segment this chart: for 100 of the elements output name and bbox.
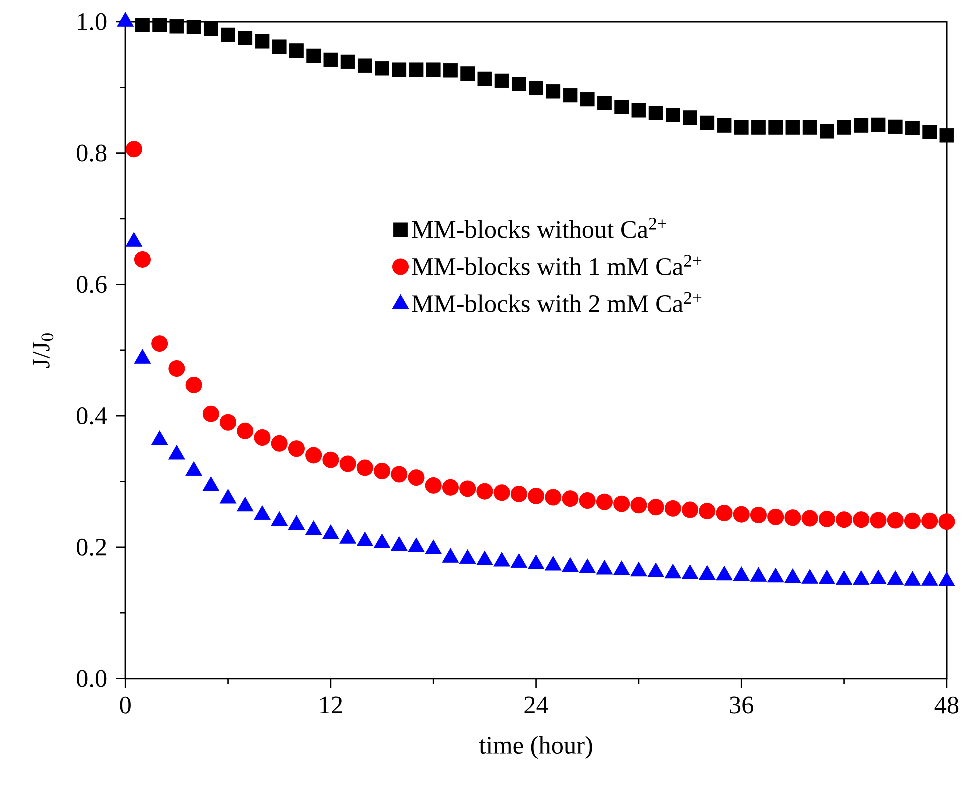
point — [221, 28, 236, 42]
legend-label: MM-blocks with 2 mM Ca$^{2+}$ — [412, 292, 702, 312]
point — [940, 128, 954, 143]
point — [288, 515, 306, 530]
point — [271, 511, 288, 526]
point — [734, 120, 749, 135]
point — [733, 566, 750, 582]
point — [854, 118, 869, 133]
point — [340, 54, 356, 69]
point — [392, 62, 407, 77]
point — [904, 571, 922, 586]
point — [699, 565, 716, 580]
point — [664, 564, 682, 578]
point — [888, 120, 903, 134]
point — [922, 571, 938, 586]
x-tick-label: 12 — [320, 696, 342, 714]
point — [922, 124, 938, 140]
point — [306, 520, 322, 536]
x-tick-label: 0 — [120, 696, 131, 714]
point — [750, 567, 768, 582]
point — [202, 476, 220, 492]
point — [478, 72, 492, 86]
point — [272, 39, 287, 54]
point — [836, 570, 853, 585]
y-tick-label: 0.0 — [77, 670, 107, 688]
point — [802, 569, 818, 584]
point — [717, 118, 732, 133]
y-tick-label: 0.2 — [77, 538, 106, 556]
point — [460, 66, 476, 81]
point — [887, 570, 904, 585]
point — [614, 100, 630, 114]
point — [786, 120, 800, 135]
point — [186, 461, 202, 476]
legend-label: MM-blocks without Ca$^{2+}$ — [412, 218, 666, 238]
point — [238, 30, 253, 46]
point — [648, 562, 664, 578]
point — [168, 360, 186, 377]
point — [563, 88, 578, 102]
point — [204, 22, 218, 36]
point — [820, 124, 834, 139]
x-tick-label: 24 — [524, 696, 549, 714]
point — [630, 562, 648, 576]
y-tick-label: 0.6 — [77, 276, 107, 294]
point — [152, 430, 168, 446]
point — [391, 536, 408, 551]
point — [580, 92, 595, 106]
point — [853, 570, 870, 585]
point — [546, 84, 561, 99]
point — [460, 549, 476, 564]
point — [512, 76, 526, 92]
point — [220, 489, 237, 504]
point — [716, 566, 733, 580]
point — [510, 553, 528, 568]
point — [306, 48, 322, 64]
y-tick-label: 0.4 — [77, 407, 108, 424]
point — [375, 61, 390, 76]
point — [168, 445, 186, 460]
point — [186, 376, 202, 394]
point — [356, 532, 374, 546]
point — [290, 43, 304, 58]
point — [682, 564, 699, 580]
point — [938, 572, 956, 586]
legend-label: MM-blocks with 1 mM Ca$^{2+}$ — [412, 254, 702, 276]
x-axis-title: time (hour) — [479, 736, 592, 759]
point — [340, 529, 356, 544]
point — [596, 560, 614, 574]
point — [136, 18, 150, 32]
point — [768, 120, 784, 135]
point — [358, 58, 372, 73]
point — [152, 18, 167, 32]
point — [408, 538, 425, 552]
point — [425, 540, 442, 554]
point — [784, 568, 802, 584]
point — [802, 120, 818, 135]
x-tick-label: 36 — [730, 696, 754, 714]
point — [529, 80, 544, 96]
point — [632, 103, 646, 118]
point — [170, 19, 184, 34]
y-axis-title: J/J$_{0}$ — [32, 333, 54, 368]
point — [870, 570, 887, 584]
point — [134, 251, 151, 268]
point — [237, 496, 254, 512]
point — [442, 548, 460, 563]
point — [768, 568, 784, 582]
point — [494, 74, 510, 88]
point — [152, 335, 168, 352]
point — [322, 524, 340, 539]
point — [494, 552, 510, 567]
point — [752, 120, 766, 135]
point — [683, 110, 698, 125]
point — [579, 558, 596, 574]
point — [562, 557, 579, 572]
y-tick-label: 0.8 — [77, 144, 107, 162]
point — [374, 534, 391, 548]
point — [324, 52, 338, 67]
point — [700, 116, 715, 130]
point — [906, 120, 920, 136]
point — [134, 349, 152, 364]
point — [666, 108, 680, 122]
point — [126, 140, 142, 158]
